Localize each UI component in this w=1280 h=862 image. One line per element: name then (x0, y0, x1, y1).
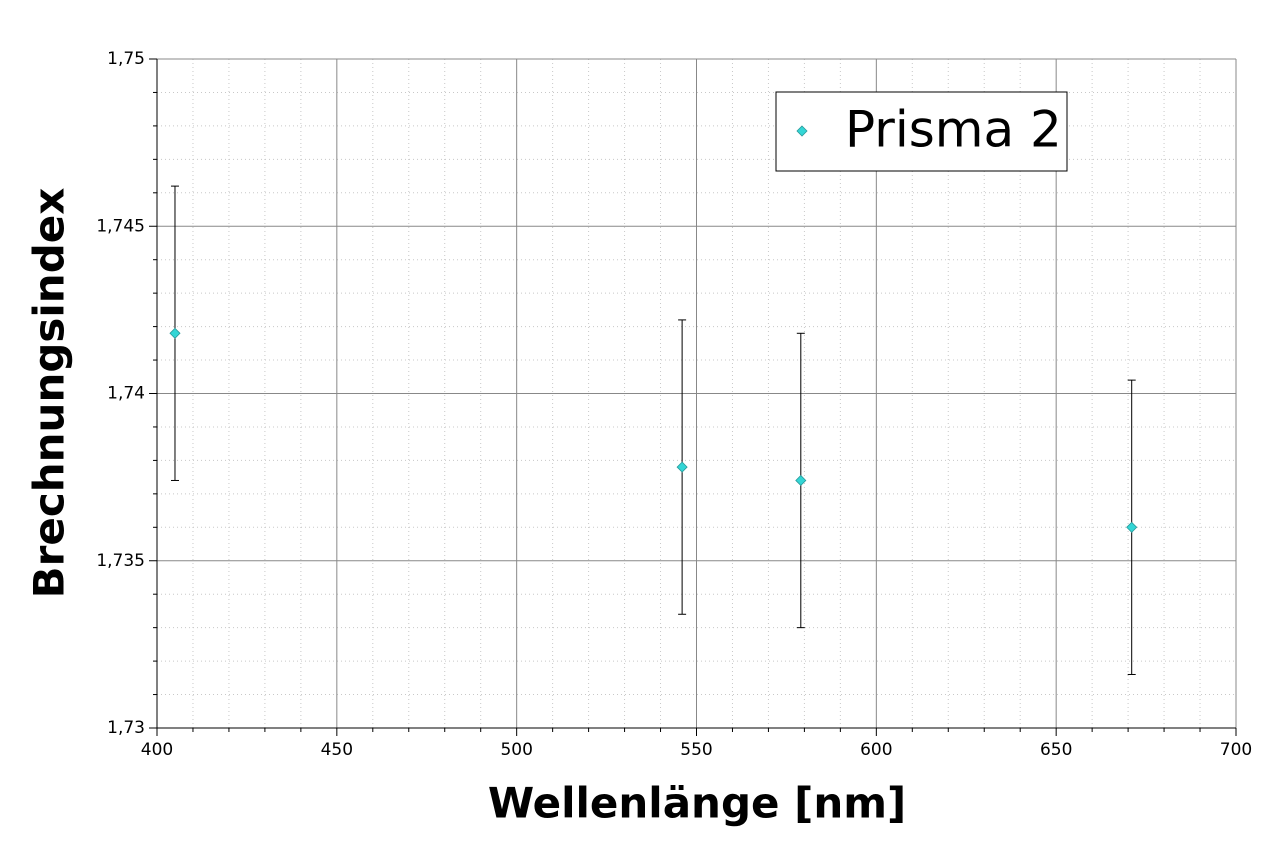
y-tick-label: 1,75 (107, 49, 145, 69)
x-tick-label: 550 (680, 740, 712, 760)
x-axis-title: Wellenlänge [nm] (488, 779, 906, 828)
y-tick-label: 1,74 (107, 384, 145, 404)
data-point (676, 461, 688, 473)
legend-label: Prisma 2 (845, 101, 1062, 159)
x-tick-label: 500 (500, 740, 532, 760)
x-tick-label: 700 (1220, 740, 1252, 760)
data-point (169, 327, 181, 339)
data-point (795, 474, 807, 487)
y-tick-label: 1,735 (96, 551, 145, 571)
y-tick-label: 1,745 (96, 216, 145, 236)
x-tick-label: 450 (321, 740, 353, 760)
x-tick-label: 600 (860, 740, 892, 760)
legend-marker (796, 125, 808, 137)
y-axis-title: Brechnungsindex (25, 188, 74, 599)
x-tick-label: 400 (141, 740, 173, 760)
data-point (1126, 521, 1138, 533)
legend: Prisma 2 (775, 91, 1068, 172)
x-tick-label: 650 (1040, 740, 1072, 760)
legend-box (775, 91, 1068, 172)
y-tick-label: 1,73 (107, 718, 145, 738)
